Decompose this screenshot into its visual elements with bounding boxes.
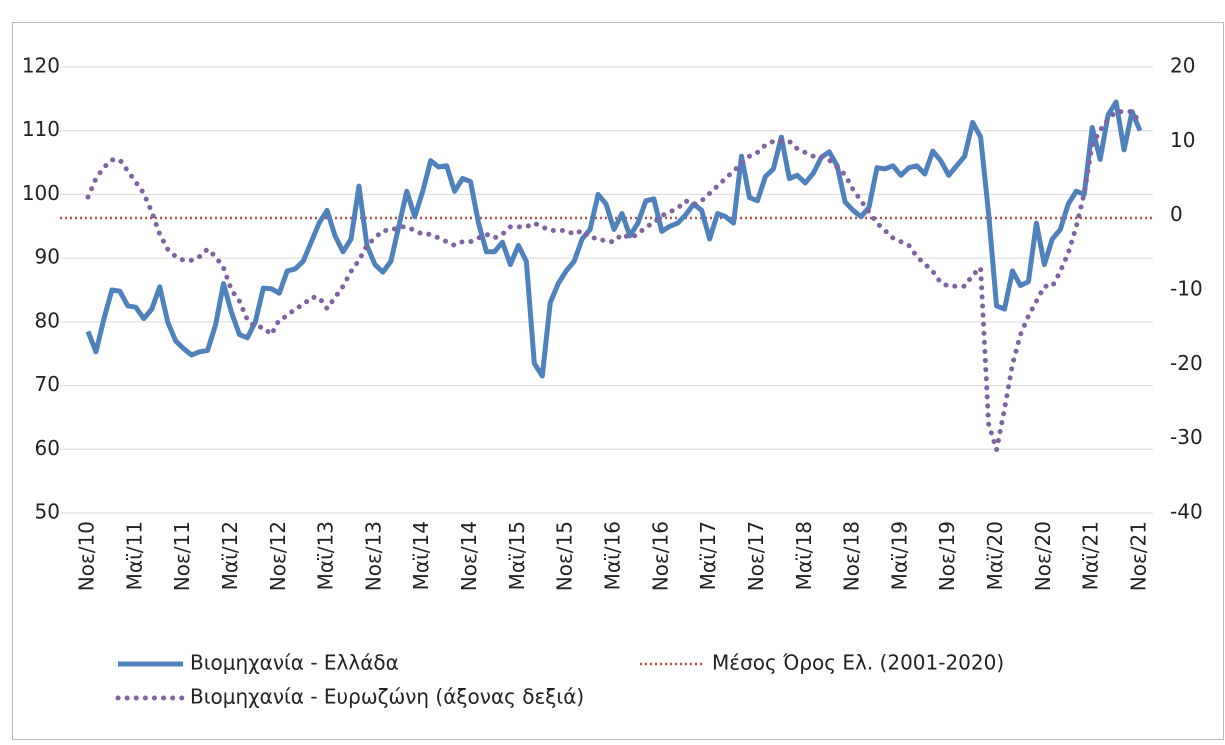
legend-label: Βιομηχανία - Ελλάδα (190, 651, 399, 675)
x-tick-label: Μαϊ/16 (601, 521, 625, 590)
x-tick-label: Νοε/20 (1031, 521, 1055, 591)
x-tick-label: Μαϊ/14 (409, 521, 433, 590)
legend-label: Μέσος Όρος Ελ. (2001-2020) (712, 651, 1004, 675)
x-tick-label: Μαϊ/13 (314, 521, 338, 590)
y-tick-label: 120 (22, 54, 60, 78)
x-tick-label: Νοε/16 (648, 521, 672, 591)
x-tick-label: Μαϊ/15 (505, 521, 529, 590)
x-tick-label: Νοε/10 (75, 521, 99, 591)
y2-tick-label: 20 (1170, 54, 1195, 78)
x-tick-label: Μαϊ/12 (218, 521, 242, 590)
x-tick-label: Νοε/17 (744, 521, 768, 591)
y-tick-label: 50 (35, 500, 60, 524)
x-tick-label: Νοε/15 (553, 521, 577, 591)
y2-tick-label: -20 (1170, 351, 1203, 375)
legend-label: Βιομηχανία - Ευρωζώνη (άξονας δεξιά) (190, 685, 584, 709)
series-line (85, 109, 1143, 453)
y-tick-label: 70 (35, 372, 60, 396)
x-tick-label: Μαϊ/20 (983, 521, 1007, 590)
y-tick-label: 110 (22, 117, 60, 141)
y2-tick-label: 0 (1170, 202, 1183, 226)
y-tick-label: 100 (22, 181, 60, 205)
y2-tick-label: -40 (1170, 500, 1203, 524)
x-tick-label: Νοε/21 (1127, 521, 1151, 591)
x-tick-label: Νοε/12 (266, 521, 290, 591)
series-line (85, 99, 1143, 379)
y-tick-label: 60 (35, 436, 60, 460)
x-tick-label: Μαϊ/17 (696, 521, 720, 590)
x-tick-label: Μαϊ/18 (792, 521, 816, 590)
x-tick-label: Μαϊ/19 (887, 521, 911, 590)
x-tick-label: Νοε/13 (361, 521, 385, 591)
x-tick-label: Νοε/14 (457, 521, 481, 591)
x-tick-label: Νοε/18 (840, 521, 864, 591)
y2-tick-label: 10 (1170, 128, 1195, 152)
x-tick-label: Μαϊ/11 (122, 521, 146, 590)
chart-frame (12, 22, 1224, 740)
x-tick-label: Νοε/19 (935, 521, 959, 591)
x-tick-label: Μαϊ/21 (1079, 521, 1103, 590)
y2-tick-label: -30 (1170, 425, 1203, 449)
y-tick-label: 90 (35, 245, 60, 269)
x-tick-label: Νοε/11 (170, 521, 194, 591)
y-tick-label: 80 (35, 308, 60, 332)
y2-tick-label: -10 (1170, 277, 1203, 301)
